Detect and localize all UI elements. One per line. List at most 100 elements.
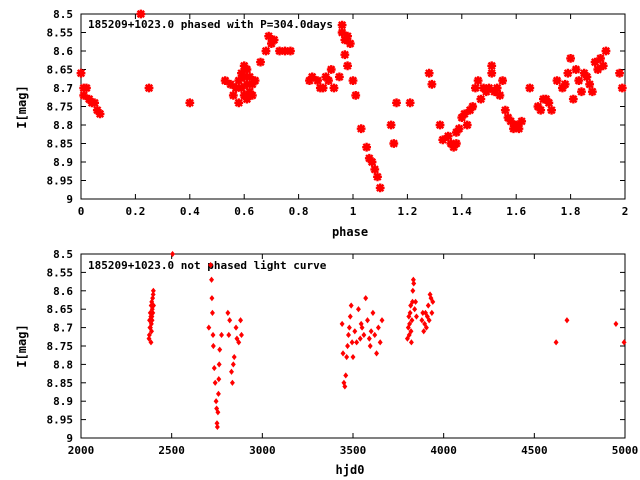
phased-data-point (275, 46, 284, 56)
phased-data-point (587, 87, 597, 97)
unphased-data-point (170, 250, 176, 258)
phased-x-tick-label: 0.4 (180, 205, 200, 218)
phased-data-point (492, 83, 502, 93)
unphased-data-point (238, 317, 244, 324)
phased-y-tick-label: 8.9 (53, 156, 73, 169)
unphased-data-point (372, 331, 378, 339)
phased-y-tick-label: 8.5 (53, 8, 73, 21)
unphased-data-point (413, 298, 419, 305)
phased-data-point (389, 139, 399, 148)
unphased-data-point (352, 328, 358, 335)
phased-data-point (348, 76, 358, 85)
unphased-data-point (410, 287, 416, 294)
phased-data-point (405, 98, 415, 108)
phased-data-point (582, 72, 592, 82)
phased-data-point (468, 102, 478, 111)
phased-data-point (362, 142, 371, 152)
unphased-x-tick-label: 5000 (612, 444, 639, 457)
phased-data-point (256, 57, 265, 67)
phased-data-point (451, 139, 461, 148)
unphased-data-point (210, 309, 215, 316)
phased-data-point (476, 94, 486, 104)
phased-x-tick-label: 2 (622, 205, 629, 218)
unphased-data-point (379, 317, 385, 324)
unphased-data-point (150, 309, 156, 316)
unphased-data-point (239, 331, 244, 339)
phased-data-point (90, 98, 99, 108)
phased-data-point (335, 72, 344, 82)
unphased-data-point (366, 335, 372, 342)
unphased-data-point (377, 339, 383, 346)
unphased-x-tick-label: 3000 (249, 444, 276, 457)
unphased-y-tick-label: 8.65 (47, 303, 74, 316)
unphased-data-point (149, 328, 155, 335)
unphased-x-tick-label: 4500 (521, 444, 548, 457)
unphased-data-point (149, 317, 155, 324)
unphased-data-point (414, 313, 419, 320)
unphased-data-point (216, 376, 222, 383)
unphased-data-point (151, 302, 156, 309)
unphased-data-point (215, 409, 221, 416)
phased-y-axis-label: I[mag] (15, 85, 29, 128)
unphased-data-point (355, 306, 361, 313)
phased-data-point (590, 57, 600, 67)
unphased-data-point (349, 339, 355, 346)
phased-data-point (617, 83, 627, 93)
phased-data-point (95, 109, 105, 119)
unphased-y-tick-label: 8.5 (53, 248, 73, 261)
unphased-data-point (229, 379, 235, 386)
phased-data-point (239, 72, 249, 82)
unphased-data-point (348, 302, 354, 309)
phased-y-tick-label: 8.65 (47, 64, 74, 77)
unphased-data-point (231, 353, 237, 361)
unphased-data-point (211, 364, 217, 372)
phased-data-point (571, 65, 581, 74)
unphased-data-point (430, 298, 436, 305)
unphased-data-point (412, 306, 418, 313)
unphased-data-point (359, 324, 365, 331)
phased-data-point (552, 76, 562, 85)
unphased-y-axis-label: I[mag] (15, 324, 29, 367)
phased-y-tick-label: 8.75 (47, 101, 74, 114)
unphased-data-point (409, 317, 415, 324)
phased-data-point (356, 124, 366, 134)
unphased-data-point (216, 361, 222, 368)
unphased-data-point (226, 331, 232, 339)
phased-data-point (574, 76, 584, 85)
unphased-y-tick-label: 8.6 (53, 285, 73, 298)
unphased-data-point (621, 339, 627, 346)
unphased-data-point (347, 313, 353, 320)
unphased-data-point (209, 295, 215, 302)
phased-x-ticks: 0 0.2 0.4 0.6 0.8 1 1.2 1.4 1.6 1.8 2 (78, 14, 629, 218)
unphased-data-point (150, 295, 156, 302)
phased-x-tick-label: 0.8 (289, 205, 309, 218)
phased-data-point (435, 120, 445, 130)
unphased-x-ticks: 2000 2500 3000 3500 4000 4500 5000 (68, 254, 639, 457)
unphased-data-point (419, 317, 425, 324)
phased-data-point (351, 91, 361, 100)
phased-y-tick-label: 8.55 (47, 27, 74, 40)
phased-data-point (495, 91, 505, 100)
phased-y-tick-label: 8.7 (53, 82, 73, 95)
phased-data-point (563, 68, 573, 78)
phased-data-point (536, 105, 546, 115)
unphased-data-point (236, 339, 242, 346)
phased-data-point (601, 46, 611, 56)
phased-data-point (340, 50, 350, 60)
phased-data-point (269, 35, 279, 45)
unphased-data-point (346, 331, 351, 339)
phased-data-points (76, 9, 627, 193)
phased-x-tick-label: 1 (350, 205, 357, 218)
unphased-data-point (408, 328, 414, 335)
unphased-data-point (208, 261, 214, 269)
phased-data-point (375, 183, 385, 193)
unphased-x-tick-label: 2500 (158, 444, 185, 457)
phased-data-point (247, 91, 257, 100)
unphased-data-point (365, 317, 370, 324)
unphased-data-point (212, 379, 218, 386)
unphased-y-tick-label: 8.8 (53, 358, 73, 371)
unphased-data-point (426, 317, 432, 324)
phased-y-tick-label: 8.95 (47, 175, 74, 188)
unphased-y-tick-label: 8.7 (53, 322, 73, 335)
